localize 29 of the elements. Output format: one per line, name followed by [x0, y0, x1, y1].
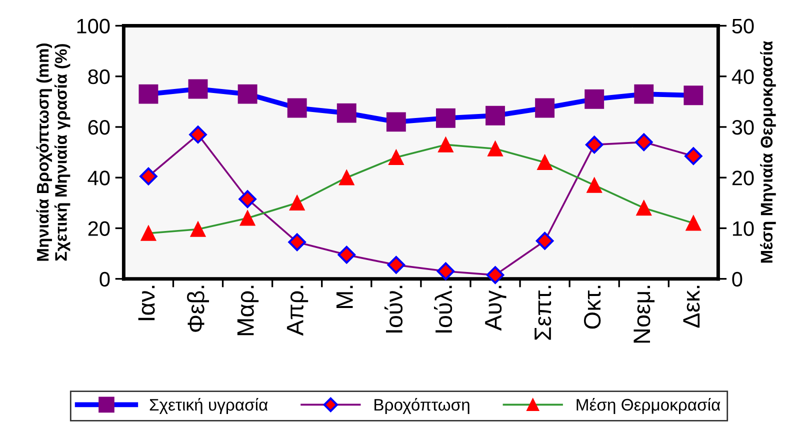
legend-label: Σχετική υγρασία — [150, 398, 268, 414]
y2-tick-label: 20 — [732, 170, 754, 186]
x-tick-label: Φεβ. — [187, 286, 210, 332]
y-tick-label: 100 — [77, 18, 110, 34]
x-tick-label: Ιαν. — [138, 286, 155, 320]
x-tick-label: Νοεμ. — [634, 286, 655, 343]
legend-label: Μέση Θερμοκρασία — [576, 398, 720, 414]
y-tick-label: 20 — [88, 221, 110, 236]
y-axis-title: Μηνιαία Βροχόπτωση (mm) Σχετική Μηνιαία γρασία (%) — [36, 44, 70, 261]
x-tick-label: Οκτ. — [584, 286, 601, 329]
y-tick-label: 40 — [88, 170, 110, 186]
x-tick-label: Σεπτ. — [534, 286, 552, 340]
legend-label: Βροχόπτωση — [374, 398, 470, 414]
x-tick-label: Αυγ. — [485, 286, 506, 331]
y2-tick-label: 10 — [732, 221, 754, 236]
y-tick-label: 80 — [88, 69, 110, 84]
y2-axis-title: Μέση Μηνιαία Θερμοκρασία — [760, 40, 776, 263]
x-tick-label: Απρ. — [286, 286, 308, 336]
x-tick-label: Ιούν. — [384, 286, 403, 332]
x-tick-label: Δεκ. — [683, 286, 700, 328]
x-tick-label: Μ. — [336, 286, 353, 308]
y2-tick-label: 50 — [732, 18, 754, 34]
y2-tick-label: 30 — [732, 120, 754, 135]
y-tick-label: 0 — [100, 272, 110, 287]
y-tick-label: 60 — [88, 120, 110, 135]
x-tick-label: Ιούλ. — [434, 286, 452, 332]
x-tick-label: Μαρ. — [237, 286, 259, 336]
y2-tick-label: 40 — [732, 69, 754, 84]
y2-tick-label: 0 — [732, 272, 742, 287]
